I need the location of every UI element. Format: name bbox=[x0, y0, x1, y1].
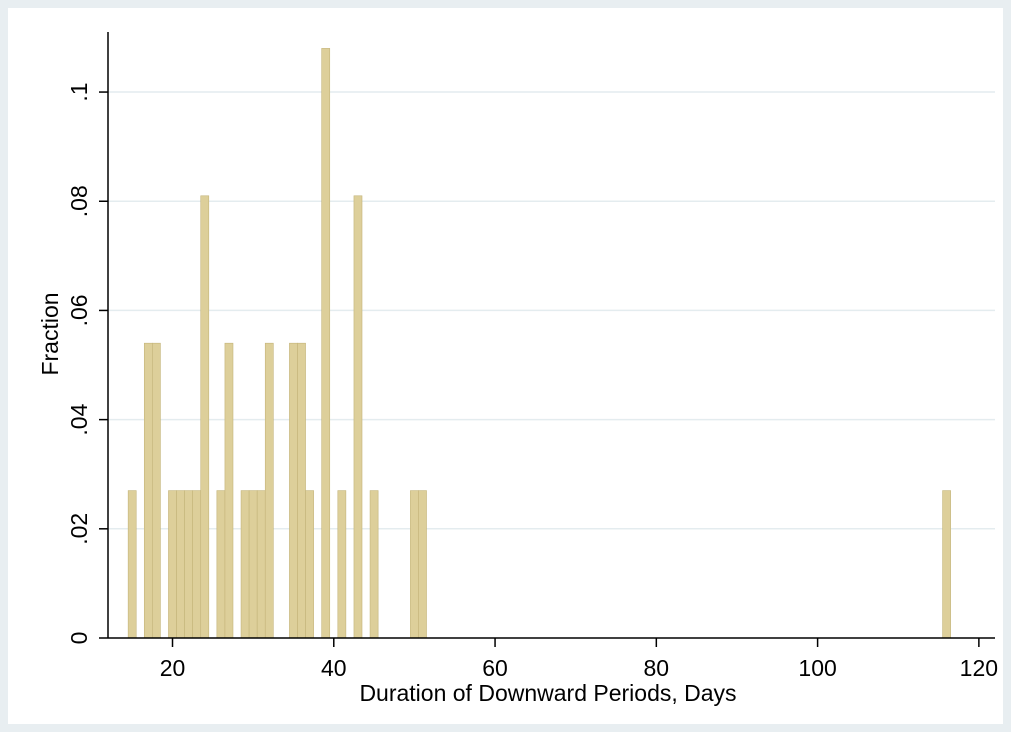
x-axis-title: Duration of Downward Periods, Days bbox=[359, 680, 736, 706]
x-tick-label-4: 100 bbox=[798, 655, 836, 681]
histogram-bar-9 bbox=[224, 342, 234, 639]
histogram-bar-1 bbox=[143, 342, 153, 639]
histogram-bar-3 bbox=[168, 490, 177, 639]
histogram-bar-14 bbox=[289, 342, 298, 639]
histogram-bar-15 bbox=[297, 342, 306, 639]
histogram-bar-0 bbox=[127, 490, 137, 639]
x-tick-label-1: 40 bbox=[321, 655, 347, 681]
histogram-bar-11 bbox=[248, 490, 258, 639]
y-tick-label-0: 0 bbox=[66, 632, 92, 645]
x-tick-label-0: 20 bbox=[160, 655, 186, 681]
histogram-bar-8 bbox=[216, 490, 226, 639]
histogram-bar-17 bbox=[321, 48, 331, 639]
histogram-bar-5 bbox=[184, 490, 193, 639]
histogram-bar-21 bbox=[410, 490, 419, 639]
histogram-bar-16 bbox=[305, 490, 314, 639]
histogram-bar-22 bbox=[418, 490, 427, 639]
histogram-bar-10 bbox=[240, 490, 250, 639]
histogram-bar-4 bbox=[176, 490, 185, 639]
y-tick-label-3: .06 bbox=[66, 294, 92, 326]
axes bbox=[107, 32, 995, 639]
x-tick-label-2: 60 bbox=[482, 655, 508, 681]
x-tick-label-3: 80 bbox=[644, 655, 670, 681]
histogram-bar-13 bbox=[264, 342, 274, 639]
histogram-bar-20 bbox=[369, 490, 379, 639]
histogram-bar-2 bbox=[152, 342, 161, 639]
histogram-bar-23 bbox=[942, 490, 951, 639]
histogram-bar-12 bbox=[256, 490, 266, 639]
y-tick-label-2: .04 bbox=[66, 403, 92, 435]
axis-ticks: 20 40 60 80 100 120 0 .02 .04 .06 .08 .1 bbox=[66, 82, 998, 681]
histogram-bar-7 bbox=[200, 195, 210, 639]
y-tick-label-1: .02 bbox=[66, 513, 92, 545]
x-tick-label-5: 120 bbox=[960, 655, 998, 681]
y-tick-label-5: .1 bbox=[66, 82, 92, 101]
y-axis-title: Fraction bbox=[37, 292, 63, 375]
histogram-bar-19 bbox=[353, 195, 363, 639]
histogram-bar-18 bbox=[337, 490, 347, 639]
y-tick-label-4: .08 bbox=[66, 185, 92, 217]
histogram-bars bbox=[127, 48, 951, 639]
histogram-bar-6 bbox=[192, 490, 202, 639]
